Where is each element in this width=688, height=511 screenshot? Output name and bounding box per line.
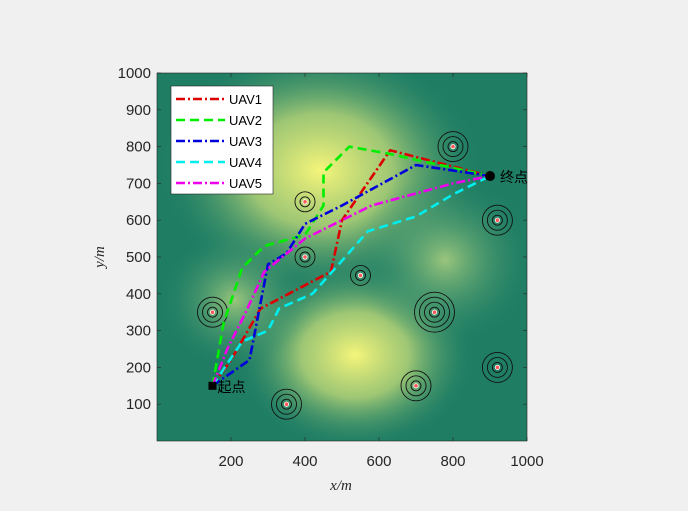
y-ticks: 100 200 300 400 500 600 700 800 900 1000 [118, 65, 527, 413]
threat-ring [481, 351, 513, 383]
threat-ring [294, 246, 316, 268]
threat-ring [294, 191, 316, 213]
threat-center [302, 199, 308, 205]
y-tick-label: 100 [126, 396, 151, 413]
threat-center [357, 272, 364, 278]
y-tick-label: 300 [126, 323, 151, 340]
threat-zone [414, 291, 455, 333]
axes: 200 400 600 800 1000 100 200 300 400 500 600 700 80… [92, 65, 544, 494]
threat-ring [486, 356, 508, 378]
y-tick-label: 400 [126, 286, 151, 303]
legend: UAV1 UAV2 UAV3 UAV4 UAV5 [170, 85, 274, 195]
threat-ring [207, 306, 218, 318]
end-label: 终点 [500, 170, 528, 186]
path-uav4 [211, 174, 491, 387]
threat-center [283, 401, 290, 407]
threat-zone [294, 191, 316, 213]
y-tick-label: 500 [126, 249, 151, 266]
threat-ring [491, 214, 503, 226]
threat-center [494, 364, 500, 370]
threat-ring [447, 141, 459, 153]
threat-ring [405, 375, 427, 397]
threat-ring [481, 204, 513, 236]
threat-ring [442, 136, 464, 158]
threat-ring [350, 264, 371, 286]
threat-zone [481, 351, 513, 383]
x-tick-label: 1000 [510, 453, 543, 470]
start-end-markers: 起点 终点 [208, 170, 528, 396]
threat-zone [437, 131, 469, 163]
threat-ring [400, 370, 432, 402]
threat-center [450, 144, 456, 150]
start-marker [208, 381, 217, 390]
end-marker [485, 171, 495, 182]
y-tick-label: 600 [126, 212, 151, 229]
x-tick-label: 800 [440, 453, 465, 470]
threat-ring [429, 306, 440, 318]
legend-label-uav1: UAV1 [229, 92, 262, 107]
threat-ring [355, 269, 366, 281]
threat-zones [197, 131, 513, 420]
threat-ring [299, 196, 311, 208]
threat-ring [299, 251, 311, 263]
path-uav3 [211, 163, 491, 387]
y-tick-label: 800 [126, 139, 151, 156]
threat-zone [294, 246, 316, 268]
y-tick-label: 200 [126, 359, 151, 376]
x-axis-label: x/m [329, 478, 352, 494]
y-tick-label: 1000 [118, 65, 151, 82]
start-label: 起点 [218, 380, 246, 396]
legend-label-uav3: UAV3 [229, 134, 262, 149]
path-uav5 [211, 174, 491, 387]
legend-label-uav5: UAV5 [229, 176, 262, 191]
x-tick-label: 200 [218, 453, 243, 470]
legend-label-uav2: UAV2 [229, 113, 262, 128]
threat-center [302, 254, 308, 260]
y-tick-label: 700 [126, 175, 151, 192]
threat-ring [437, 131, 469, 163]
threat-ring [491, 361, 503, 373]
threat-ring [410, 380, 422, 392]
threat-ring [419, 296, 450, 328]
y-axis-label: y/m [92, 246, 108, 270]
threat-ring [281, 398, 292, 410]
threat-ring [202, 301, 223, 323]
threat-center [431, 309, 438, 315]
threat-center [209, 309, 216, 315]
legend-label-uav4: UAV4 [229, 155, 262, 170]
threat-ring [424, 301, 445, 323]
x-tick-label: 400 [292, 453, 317, 470]
threat-ring [414, 291, 455, 333]
threat-ring [276, 393, 297, 415]
x-tick-label: 600 [366, 453, 391, 470]
threat-zone [400, 370, 432, 402]
threat-zone [271, 388, 302, 420]
y-tick-label: 900 [126, 102, 151, 119]
threat-zone [350, 264, 371, 286]
threat-ring [486, 209, 508, 231]
threat-ring [271, 388, 302, 420]
x-ticks: 200 400 600 800 1000 [218, 73, 544, 470]
threat-center [413, 383, 419, 389]
threat-center [494, 217, 500, 223]
uav-paths [211, 145, 491, 387]
threat-zone [481, 204, 513, 236]
